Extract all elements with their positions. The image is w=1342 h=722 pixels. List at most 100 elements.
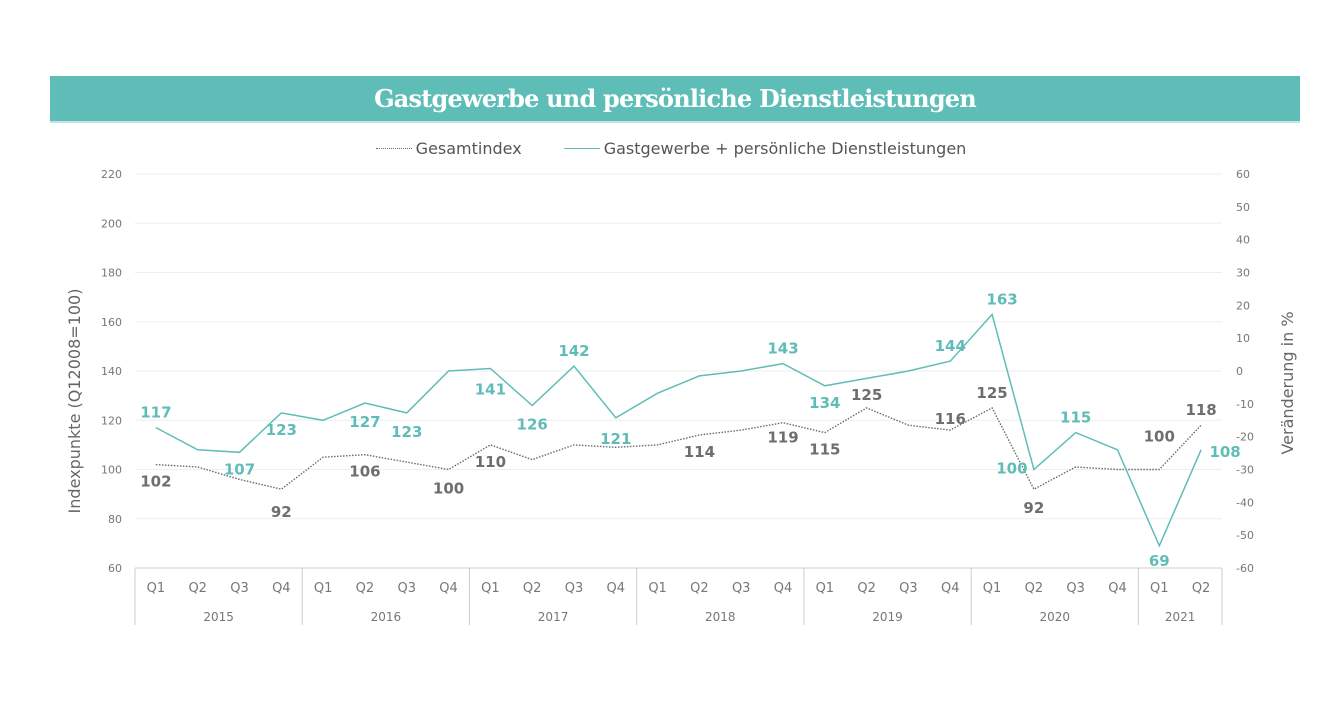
y-axis-right: -60 -50 -40 -30 -20 -10 0 10 20 30 40 50 60 — [1236, 168, 1254, 575]
x-tick-quarter: Q3 — [397, 581, 416, 596]
data-label: 69 — [1149, 552, 1170, 570]
y2-tick-label: 20 — [1236, 299, 1250, 312]
y2-tick-label: -20 — [1236, 431, 1254, 444]
y-tick-label: 180 — [101, 267, 122, 280]
x-tick-quarter: Q1 — [314, 581, 333, 596]
y2-tick-label: -60 — [1236, 562, 1254, 575]
chart-title-banner: Gastgewerbe und persönliche Dienstleistu… — [50, 76, 1300, 123]
data-label: 141 — [475, 381, 506, 399]
x-tick-quarter: Q2 — [523, 581, 542, 596]
data-label: 100 — [996, 460, 1027, 478]
y-tick-label: 120 — [101, 414, 122, 427]
x-tick-quarter: Q2 — [857, 581, 876, 596]
data-label: 134 — [809, 394, 840, 412]
data-label: 115 — [1060, 409, 1091, 427]
y2-tick-label: 30 — [1236, 267, 1250, 280]
data-labels: 102 92 106 100 110 114 119 115 125 116 125 92 100 118… — [140, 290, 1241, 569]
series-line-gesamtindex — [155, 406, 1202, 491]
data-label: 142 — [558, 342, 589, 360]
x-tick-quarter: Q3 — [732, 581, 751, 596]
y-tick-label: 160 — [101, 316, 122, 329]
x-tick-quarter: Q1 — [1150, 581, 1169, 596]
x-tick-year: 2016 — [371, 610, 402, 624]
x-tick-quarter: Q3 — [899, 581, 918, 596]
x-tick-year: 2021 — [1165, 610, 1196, 624]
dotted-line-icon — [375, 147, 412, 149]
x-tick-quarter: Q1 — [481, 581, 500, 596]
y2-tick-label: -30 — [1236, 464, 1254, 477]
legend-item-gastgewerbe: Gastgewerbe + persönliche Dienstleistung… — [563, 138, 967, 158]
data-label: 106 — [349, 463, 380, 481]
y2-tick-label: -10 — [1236, 398, 1254, 411]
data-label: 116 — [935, 410, 966, 428]
y-tick-label: 80 — [108, 513, 122, 526]
data-label: 110 — [475, 453, 506, 471]
data-label: 123 — [266, 421, 297, 439]
data-label: 125 — [851, 386, 882, 404]
data-label: 108 — [1209, 443, 1240, 461]
y-tick-label: 140 — [101, 365, 122, 378]
x-tick-quarter: Q4 — [607, 581, 626, 596]
x-tick-quarter: Q1 — [648, 581, 667, 596]
legend-label: Gastgewerbe + persönliche Dienstleistung… — [603, 138, 967, 158]
y2-axis-title: Veränderung in % — [1278, 311, 1297, 454]
data-label: 92 — [1023, 499, 1044, 517]
y2-tick-label: 40 — [1236, 234, 1250, 247]
legend-item-gesamtindex: Gesamtindex — [375, 139, 522, 158]
data-label: 100 — [1144, 428, 1175, 446]
solid-line-icon — [563, 147, 600, 149]
data-label: 100 — [433, 480, 464, 498]
x-axis: Q1 Q2 Q3 Q4 Q1 Q2 Q3 Q4 Q1 Q2 Q3 Q4 Q1 Q2 Q3 Q4 Q1 Q2 Q3 Q4… — [134, 567, 1223, 625]
y2-tick-label: 0 — [1236, 365, 1243, 378]
y2-tick-label: -40 — [1236, 496, 1254, 509]
x-tick-year: 2015 — [203, 610, 234, 624]
y-tick-label: 220 — [101, 168, 122, 181]
series-lines — [155, 312, 1202, 548]
x-tick-quarter: Q3 — [565, 581, 584, 596]
x-tick-year: 2020 — [1039, 610, 1070, 624]
x-tick-quarter: Q4 — [272, 581, 291, 596]
chart-title: Gastgewerbe und persönliche Dienstleistu… — [374, 84, 977, 113]
x-tick-quarter: Q3 — [1066, 581, 1085, 596]
y-tick-label: 200 — [101, 217, 122, 230]
grid-lines — [135, 173, 1222, 520]
data-label: 118 — [1185, 401, 1216, 419]
data-label: 107 — [224, 460, 255, 478]
chart-legend: Gesamtindex Gastgewerbe + persönliche Di… — [0, 136, 1342, 160]
y-axis-left: 60 80 100 120 140 160 180 200 220 — [101, 168, 122, 575]
data-label: 121 — [600, 430, 631, 448]
data-label: 127 — [349, 413, 380, 431]
x-tick-quarter: Q2 — [188, 581, 207, 596]
y2-tick-label: -50 — [1236, 529, 1254, 542]
x-tick-year: 2017 — [538, 610, 569, 624]
data-label: 115 — [809, 441, 840, 459]
x-tick-quarter: Q4 — [439, 581, 458, 596]
data-label: 102 — [140, 473, 171, 491]
x-tick-year: 2019 — [872, 610, 903, 624]
data-label: 114 — [684, 443, 715, 461]
y2-tick-label: 10 — [1236, 332, 1250, 345]
data-label: 143 — [767, 340, 798, 358]
x-tick-quarter: Q2 — [1192, 581, 1211, 596]
data-label: 126 — [517, 415, 548, 433]
x-tick-quarter: Q1 — [147, 581, 166, 596]
y2-tick-label: 50 — [1236, 201, 1250, 214]
data-label: 119 — [767, 429, 798, 447]
x-tick-quarter: Q3 — [230, 581, 249, 596]
data-label: 144 — [935, 337, 966, 355]
x-tick-quarter: Q4 — [774, 581, 793, 596]
data-label: 163 — [986, 290, 1017, 308]
x-tick-quarter: Q1 — [816, 581, 835, 596]
data-label: 92 — [271, 503, 292, 521]
x-tick-year: 2018 — [705, 610, 736, 624]
x-tick-quarter: Q2 — [356, 581, 375, 596]
data-label: 125 — [976, 384, 1007, 402]
series-line-gastgewerbe — [155, 312, 1202, 548]
x-tick-quarter: Q4 — [941, 581, 960, 596]
y-axis-title: Indexpunkte (Q12008=100) — [65, 289, 84, 514]
y-tick-label: 60 — [108, 562, 122, 575]
y2-tick-label: 60 — [1236, 168, 1250, 181]
data-label: 123 — [391, 423, 422, 441]
x-tick-quarter: Q2 — [690, 581, 709, 596]
